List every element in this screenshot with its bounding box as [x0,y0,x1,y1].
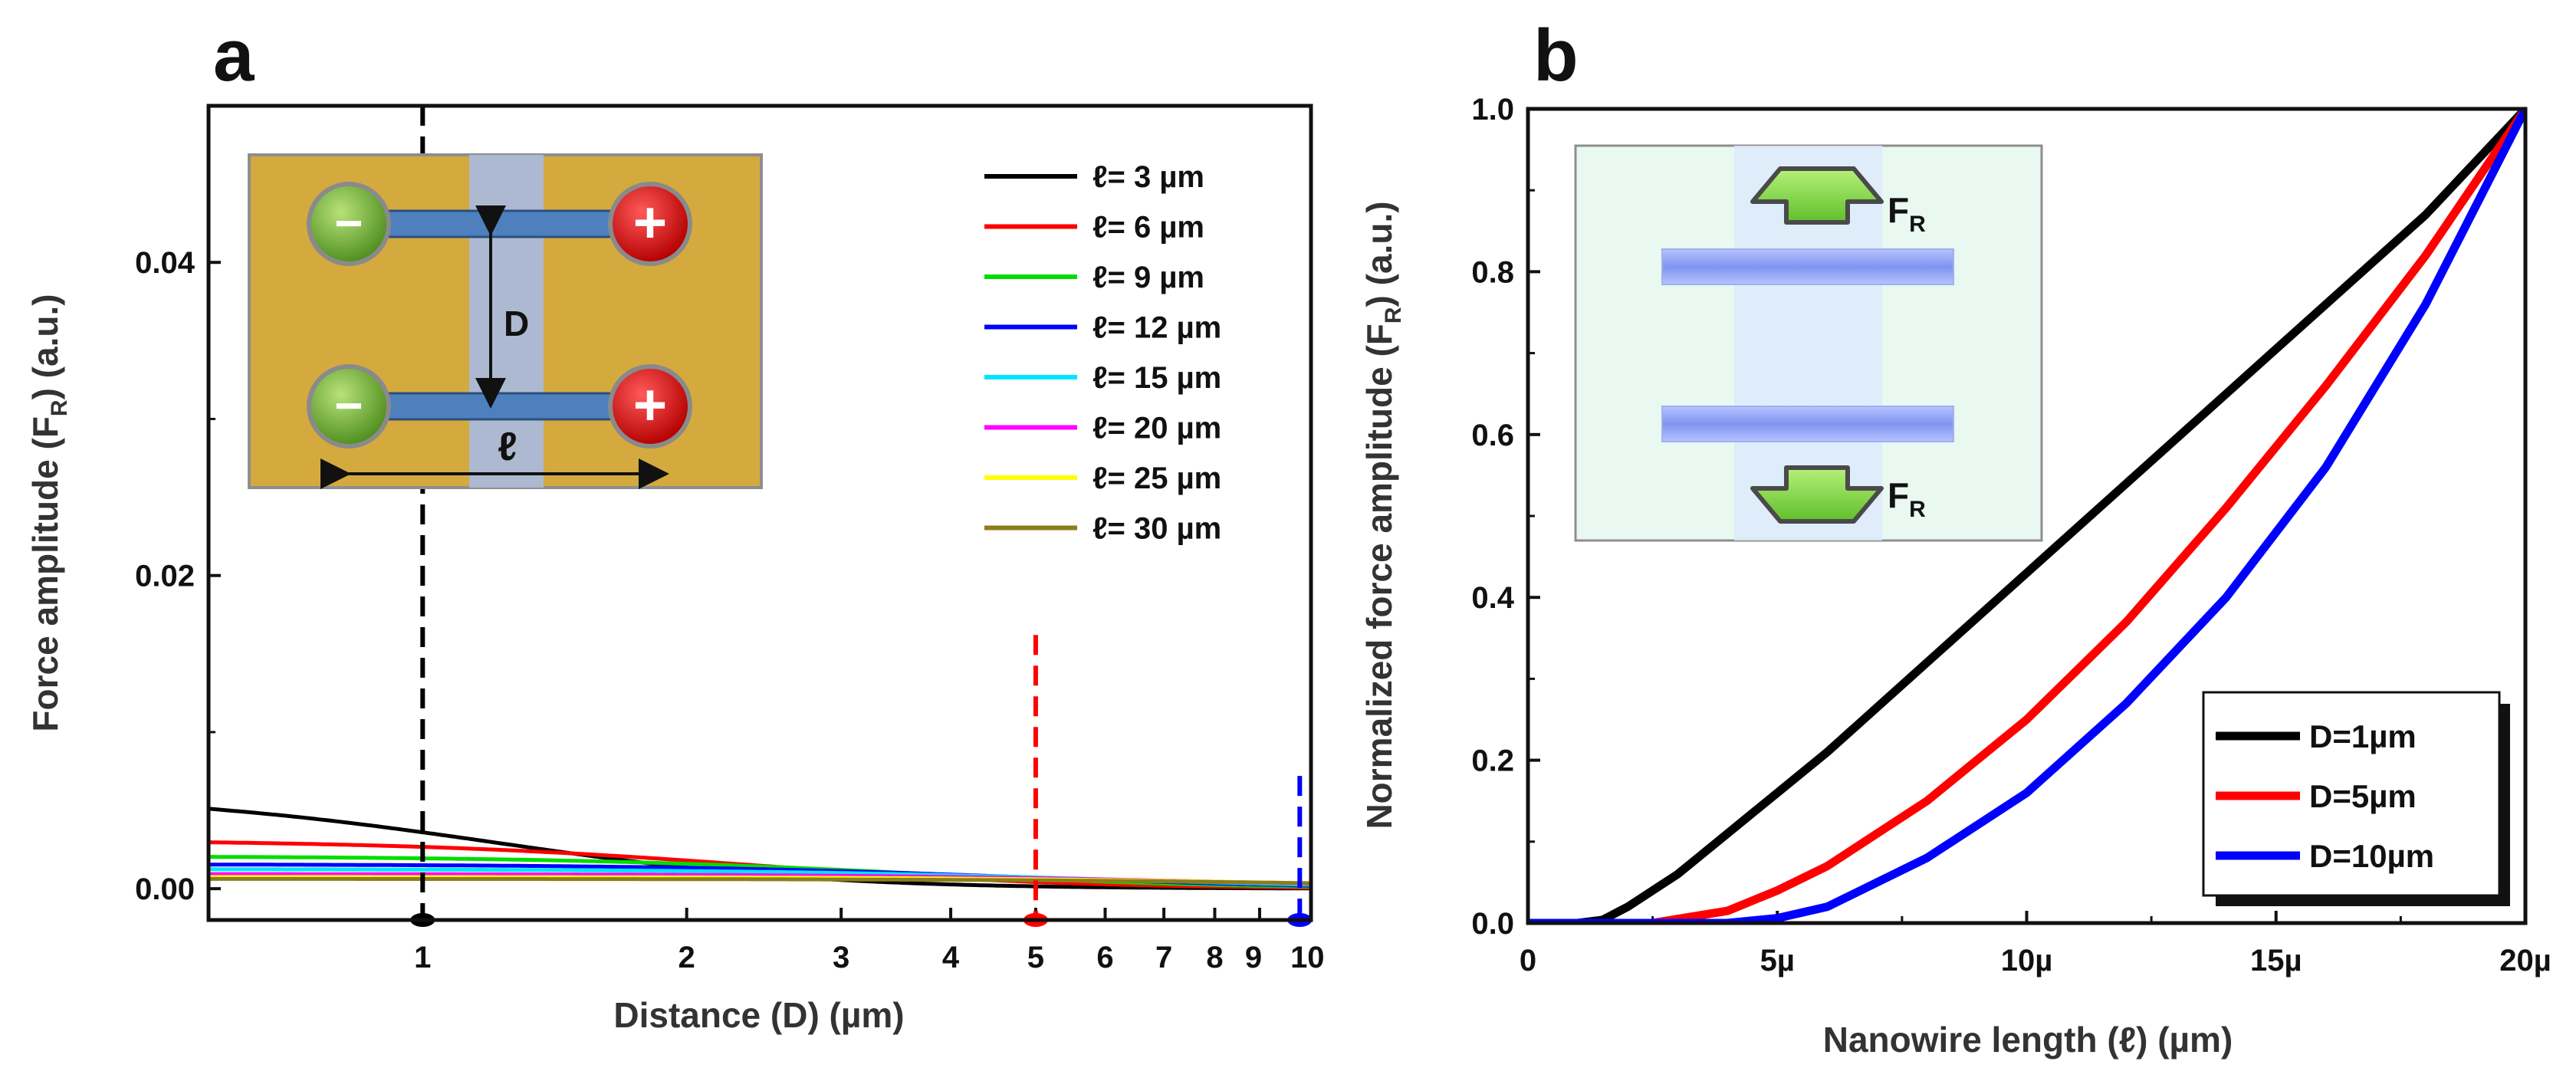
panel-a-curves [209,807,1311,891]
a-legend-label: ℓ= 3 µm [1092,160,1204,194]
panel-a-y-tick-labels: 0.00 0.02 0.04 [135,246,196,906]
a-x-tick-label: 5 [1027,941,1044,974]
inset-minus-symbol-bottom: − [334,378,363,433]
panel-a-x-axis-label: Distance (D) (µm) [613,995,904,1035]
a-x-tick-label: 9 [1245,941,1262,974]
a-x-tick-label: 2 [678,941,695,974]
a-x-tick-label: 7 [1155,941,1172,974]
panel-b-legend: D=1µm D=5µm D=10µm [2202,691,2510,906]
inset-plus-charge-bottom [608,364,692,449]
b-curve-1 [1528,109,2525,923]
b-y-tick-label: 0.4 [1471,581,1514,615]
panel-b: b 0 5µ 10µ 15µ 20µ 0.0 0.2 0.4 0.6 0.8 1.0 Nanowi… [1359,15,2551,1060]
panel-b-y-axis-label: Normalized force amplitude (FR) (a.u.) [1359,201,1406,829]
b-x-tick-label: 20µ [2499,944,2551,978]
panel-a-x-tick-labels: 1 2 3 4 5 6 7 8 9 10 [414,941,1324,974]
a-legend-label: ℓ= 25 µm [1092,462,1221,495]
b-curve-2 [1528,109,2525,923]
b-curve-0 [1528,109,2525,923]
panel-a: a 1 2 3 4 5 6 7 8 9 10 0.00 0.02 0.04 Distance (D) … [25,15,1325,1035]
inset-distance-label: D [504,304,529,343]
a-y-tick-label: 0.02 [135,560,195,593]
inset-b-nanowire-top [1661,248,1954,285]
b-legend-label: D=10µm [2309,838,2434,874]
a-x-tick-label: 1 [414,941,431,974]
panel-a-legend: ℓ= 3 µm ℓ= 6 µm ℓ= 9 µm ℓ= 12 µm ℓ= 15 µm ℓ= … [984,160,1221,546]
a-x-tick-label: 10 [1290,941,1325,974]
panel-b-curves [1528,109,2525,923]
panel-b-label: b [1533,15,1579,97]
inset-plus-symbol-bottom: + [633,373,667,438]
inset-plus-symbol-top: + [633,190,667,255]
force-arrow-down-icon [1750,465,1884,524]
inset-b-force-label-bottom: FR [1888,475,1926,522]
a-y-tick-label: 0.04 [135,246,196,280]
a-legend-label: ℓ= 9 µm [1092,261,1204,294]
inset-minus-charge-bottom [307,364,391,449]
a-x-tick-label: 6 [1096,941,1113,974]
b-legend-label: D=1µm [2309,718,2417,754]
b-y-tick-label: 0.6 [1471,419,1514,452]
b-x-tick-label: 10µ [2001,944,2053,978]
inset-plus-charge-top [608,182,692,266]
panel-b-x-axis-label: Nanowire length (ℓ) (µm) [1823,1020,2233,1060]
b-y-tick-label: 0.2 [1471,744,1514,778]
a-legend-label: ℓ= 15 µm [1092,361,1221,395]
a-legend-label: ℓ= 12 µm [1092,311,1221,345]
inset-minus-symbol-top: − [334,196,363,251]
panel-a-plot-frame [206,104,1313,922]
b-y-tick-label: 0.0 [1471,907,1514,941]
b-legend-label: D=5µm [2309,778,2417,814]
inset-minus-charge-top [307,182,391,266]
panel-a-inset-schematic: − − + + D ℓ [248,153,763,489]
a-curve-30um [209,876,1311,886]
a-legend-label: ℓ= 30 µm [1092,512,1221,546]
a-x-tick-label: 3 [833,941,849,974]
inset-b-nanowire-bottom [1661,406,1954,442]
a-x-tick-label: 4 [942,941,960,974]
a-legend-label: ℓ= 6 µm [1092,211,1204,245]
b-y-tick-label: 0.8 [1471,255,1514,289]
a-x-tick-label: 8 [1206,941,1223,974]
inset-b-force-label-top: FR [1888,190,1926,237]
b-x-tick-label: 5µ [1760,944,1795,978]
b-y-tick-label: 1.0 [1471,93,1514,127]
panel-a-label: a [213,15,255,97]
b-x-tick-label: 15µ [2250,944,2302,978]
a-y-tick-label: 0.00 [135,872,195,906]
inset-length-label: ℓ [498,425,517,469]
panel-b-y-tick-labels: 0.0 0.2 0.4 0.6 0.8 1.0 [1471,93,1514,941]
b-x-tick-label: 0 [1520,944,1536,978]
panel-b-plot-frame [1526,107,2528,925]
panel-a-y-axis-label: Force amplitude (FR) (a.u.) [25,294,72,731]
panel-b-x-tick-labels: 0 5µ 10µ 15µ 20µ [1520,944,2551,978]
panel-b-inset-schematic: FR FR [1574,144,2043,542]
force-arrow-up-icon [1750,166,1884,225]
a-legend-label: ℓ= 20 µm [1092,412,1221,445]
